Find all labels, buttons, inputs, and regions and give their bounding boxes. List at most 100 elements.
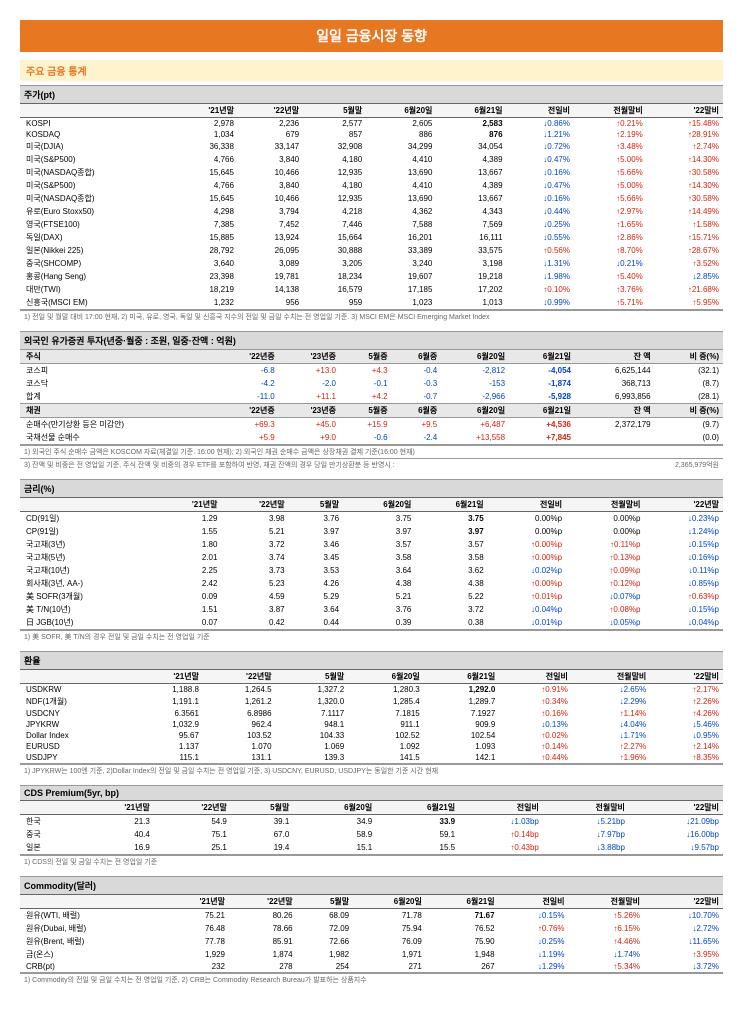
stock-note: 1) 전일 및 월말 대비 17:00 현재, 2) 미국, 유로, 영국, 독… bbox=[20, 310, 723, 323]
cds-note: 1) CDS의 전일 및 금일 수치는 전 영업일 기준 bbox=[20, 855, 723, 868]
table-row: 미국(NASDAQ종합)15,64510,46612,93513,69013,6… bbox=[20, 192, 723, 205]
cds-header: CDS Premium(5yr, bp) bbox=[20, 785, 723, 800]
col-header: 6월21일 bbox=[436, 104, 506, 118]
foreign-table: 주식'22년중'23년중5월중6월중6월20일6월21일잔 액비 중(%) 코스… bbox=[20, 349, 723, 445]
table-row: 美 SOFR(3개월)0.094.595.295.215.22↑0.01%p↓0… bbox=[20, 590, 723, 603]
table-row: EURUSD1.1371.0701.0691.0921.093↑0.14%↑2.… bbox=[20, 741, 723, 752]
col-header: '22년중 bbox=[217, 350, 278, 364]
col-header: 비 중(%) bbox=[655, 404, 723, 418]
col-header: 전일비 bbox=[507, 104, 574, 118]
table-row: 코스닥-4.2-2.0-0.1-0.3-153-1,874368,713(8.7… bbox=[20, 377, 723, 390]
table-row: 국고채(3년)1.803.723.463.573.57↑0.00%p↑0.11%… bbox=[20, 538, 723, 551]
table-row: 미국(NASDAQ종합)15,64510,46612,93513,69013,6… bbox=[20, 166, 723, 179]
table-row: 중국40.475.167.058.959.1↑0.14bp↓7.97bp↓16.… bbox=[20, 828, 723, 841]
col-header: 6월21일 bbox=[426, 895, 499, 909]
fx-header: 환율 bbox=[20, 651, 723, 669]
col-header: 6월21일 bbox=[509, 404, 575, 418]
col-header: '22년중 bbox=[217, 404, 278, 418]
fx-note: 1) JPYKRW는 100엔 기준, 2)Dollar Index의 전일 및… bbox=[20, 764, 723, 777]
commodity-note: 1) Commodity의 전일 및 금일 수치는 전 영업일 기준, 2) C… bbox=[20, 973, 723, 986]
col-header: '23년중 bbox=[279, 350, 340, 364]
col-header: 전월말비 bbox=[569, 895, 645, 909]
stock-table: '21년말'22년말5월말6월20일6월21일전일비전월말비'22말비KOSPI… bbox=[20, 103, 723, 310]
table-row: 유로(Euro Stoxx50)4,2983,7944,2184,3624,34… bbox=[20, 205, 723, 218]
col-header: '22년말 bbox=[154, 801, 231, 815]
table-row: Dollar Index95.67103.52104.33102.52102.5… bbox=[20, 730, 723, 741]
table-row: 일본(Nikkei 225)28,79226,09530,88833,38933… bbox=[20, 244, 723, 257]
table-row: 美 T/N(10년)1.513.873.643.763.72↓0.04%p↑0.… bbox=[20, 603, 723, 616]
col-header: '21년말 bbox=[154, 498, 221, 512]
col-header: 5월말 bbox=[303, 104, 366, 118]
col-header: 6월20일 bbox=[441, 404, 509, 418]
table-row: KOSDAQ1,034679857886876↓1.21%↑2.19%↑28.9… bbox=[20, 129, 723, 140]
col-header: '22년말 bbox=[238, 104, 303, 118]
table-row: 국고채(10년)2.253.733.533.643.62↓0.02%p↑0.09… bbox=[20, 564, 723, 577]
col-header: '22년말 bbox=[221, 498, 288, 512]
col-header: 6월21일 bbox=[376, 801, 459, 815]
col-header: 잔 액 bbox=[575, 350, 655, 364]
foreign-section: 외국인 유가증권 투자(년중·월중 : 조원, 일중·잔액 : 억원) 주식'2… bbox=[20, 331, 723, 471]
col-header: 전월말비 bbox=[543, 801, 629, 815]
col-header: '22년말 bbox=[645, 498, 724, 512]
col-header: 6월20일 bbox=[441, 350, 509, 364]
table-row: NDF(1개월)1,191.11,261.21,320.01,285.41,28… bbox=[20, 695, 723, 708]
foreign-note2: 3) 잔액 및 비중은 전 영업일 기준, 주식 잔액 및 비중의 경우 ETF… bbox=[20, 458, 723, 471]
table-row: 국채선물 순매수+5.9+9.0-0.6-2.4+13,558+7,845(0.… bbox=[20, 431, 723, 445]
col-header: '21년말 bbox=[77, 801, 154, 815]
col-header: '23년중 bbox=[279, 404, 340, 418]
col-header: 5월말 bbox=[289, 498, 343, 512]
col-header: 6월21일 bbox=[509, 350, 575, 364]
foreign-header: 외국인 유가증권 투자(년중·월중 : 조원, 일중·잔액 : 억원) bbox=[20, 331, 723, 349]
table-row: 원유(Dubai, 배럴)76.4878.6672.0975.9476.52↑0… bbox=[20, 922, 723, 935]
col-header bbox=[20, 670, 130, 684]
stock-header: 주가(pt) bbox=[20, 85, 723, 103]
col-header bbox=[20, 498, 154, 512]
col-header: 5월중 bbox=[340, 404, 392, 418]
table-row: 코스피-6.8+13.0+4.3-0.4-2,812-4,0546,625,14… bbox=[20, 364, 723, 378]
table-row: 순매수(만기상환 등은 미감안)+69.3+45.0+15.9+9.5+6,48… bbox=[20, 418, 723, 432]
col-header: 6월중 bbox=[392, 404, 442, 418]
col-header: 6월20일 bbox=[293, 801, 376, 815]
col-header: '21년말 bbox=[130, 670, 203, 684]
col-header: 주식 bbox=[20, 350, 217, 364]
table-row: 합계-11.0+11.1+4.2-0.7-2,966-5,9286,993,85… bbox=[20, 390, 723, 404]
fx-section: 환율 '21년말'22년말5월말6월20일6월21일전일비전월말비'22말비US… bbox=[20, 651, 723, 777]
col-header: 6월21일 bbox=[424, 670, 500, 684]
col-header: 6월중 bbox=[392, 350, 442, 364]
commodity-table: '21년말'22년말5월말6월20일6월21일전일비전월말비'22말비원유(WT… bbox=[20, 894, 723, 973]
table-row: 국고채(5년)2.013.743.453.583.58↑0.00%p↑0.13%… bbox=[20, 551, 723, 564]
col-header: '21년말 bbox=[161, 895, 229, 909]
table-row: 영국(FTSE100)7,3857,4527,4467,5887,569↓0.2… bbox=[20, 218, 723, 231]
table-row: USDCNY6.35616.89867.11177.18157.1927↑0.1… bbox=[20, 708, 723, 719]
main-title: 일일 금융시장 동향 bbox=[20, 20, 723, 52]
col-header: '22말비 bbox=[629, 801, 723, 815]
col-header: '22년말 bbox=[229, 895, 297, 909]
col-header: 전일비 bbox=[499, 895, 569, 909]
rates-section: 금리(%) '21년말'22년말5월말6월20일6월21일전일비전월말비'22년… bbox=[20, 479, 723, 643]
col-header: '21년말 bbox=[173, 104, 238, 118]
col-header: 비 중(%) bbox=[655, 350, 723, 364]
col-header: '22말비 bbox=[644, 895, 723, 909]
table-row: 미국(S&P500)4,7663,8404,1804,4104,389↓0.47… bbox=[20, 179, 723, 192]
col-header bbox=[20, 104, 173, 118]
table-row: CP(91일)1.555.213.973.973.970.00%p0.00%p↓… bbox=[20, 525, 723, 538]
commodity-section: Commodity(달러) '21년말'22년말5월말6월20일6월21일전일비… bbox=[20, 876, 723, 986]
table-row: 日 JGB(10년)0.070.420.440.390.38↓0.01%p↓0.… bbox=[20, 616, 723, 630]
col-header: 5월말 bbox=[297, 895, 354, 909]
cds-table: '21년말'22년말5월말6월20일6월21일전일비전월말비'22말비한국21.… bbox=[20, 800, 723, 855]
foreign-note1: 1) 외국인 주식 순매수 금액은 KOSCOM 자료(체결일 기준. 16:0… bbox=[20, 445, 723, 458]
table-row: 미국(DJIA)36,33833,14732,90834,29934,054↓0… bbox=[20, 140, 723, 153]
table-row: CRB(pt)232278254271267↓1.29%↑5.34%↓3.72% bbox=[20, 961, 723, 973]
table-row: 한국21.354.939.134.933.9↓1.03bp↓5.21bp↓21.… bbox=[20, 815, 723, 829]
cds-section: CDS Premium(5yr, bp) '21년말'22년말5월말6월20일6… bbox=[20, 785, 723, 868]
table-row: 독일(DAX)15,88513,92415,66416,20116,111↓0.… bbox=[20, 231, 723, 244]
col-header: 전월말비 bbox=[574, 104, 647, 118]
stock-section: 주가(pt) '21년말'22년말5월말6월20일6월21일전일비전월말비'22… bbox=[20, 85, 723, 323]
table-row: USDKRW1,188.81,264.51,327.21,280.31,292.… bbox=[20, 684, 723, 696]
col-header: '22말비 bbox=[650, 670, 723, 684]
col-header: '22년말 bbox=[203, 670, 276, 684]
col-header bbox=[20, 895, 161, 909]
table-row: 금(온스)1,9291,8741,9821,9711,948↓1.19%↓1.7… bbox=[20, 948, 723, 961]
commodity-header: Commodity(달러) bbox=[20, 876, 723, 894]
table-row: 회사채(3년, AA-)2.425.234.264.384.38↑0.00%p↑… bbox=[20, 577, 723, 590]
